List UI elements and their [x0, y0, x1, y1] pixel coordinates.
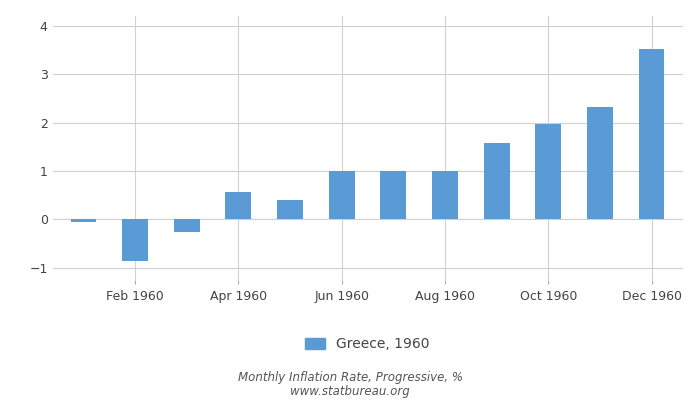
- Bar: [587, 107, 612, 220]
- Bar: [71, 220, 97, 222]
- Bar: [329, 171, 355, 220]
- Legend: Greece, 1960: Greece, 1960: [300, 332, 435, 357]
- Text: Monthly Inflation Rate, Progressive, %: Monthly Inflation Rate, Progressive, %: [237, 372, 463, 384]
- Bar: [484, 143, 510, 220]
- Bar: [432, 171, 458, 220]
- Bar: [225, 192, 251, 220]
- Bar: [536, 124, 561, 220]
- Bar: [122, 220, 148, 261]
- Bar: [380, 171, 406, 220]
- Bar: [638, 49, 664, 220]
- Bar: [174, 220, 199, 232]
- Text: www.statbureau.org: www.statbureau.org: [290, 385, 410, 398]
- Bar: [277, 200, 303, 220]
